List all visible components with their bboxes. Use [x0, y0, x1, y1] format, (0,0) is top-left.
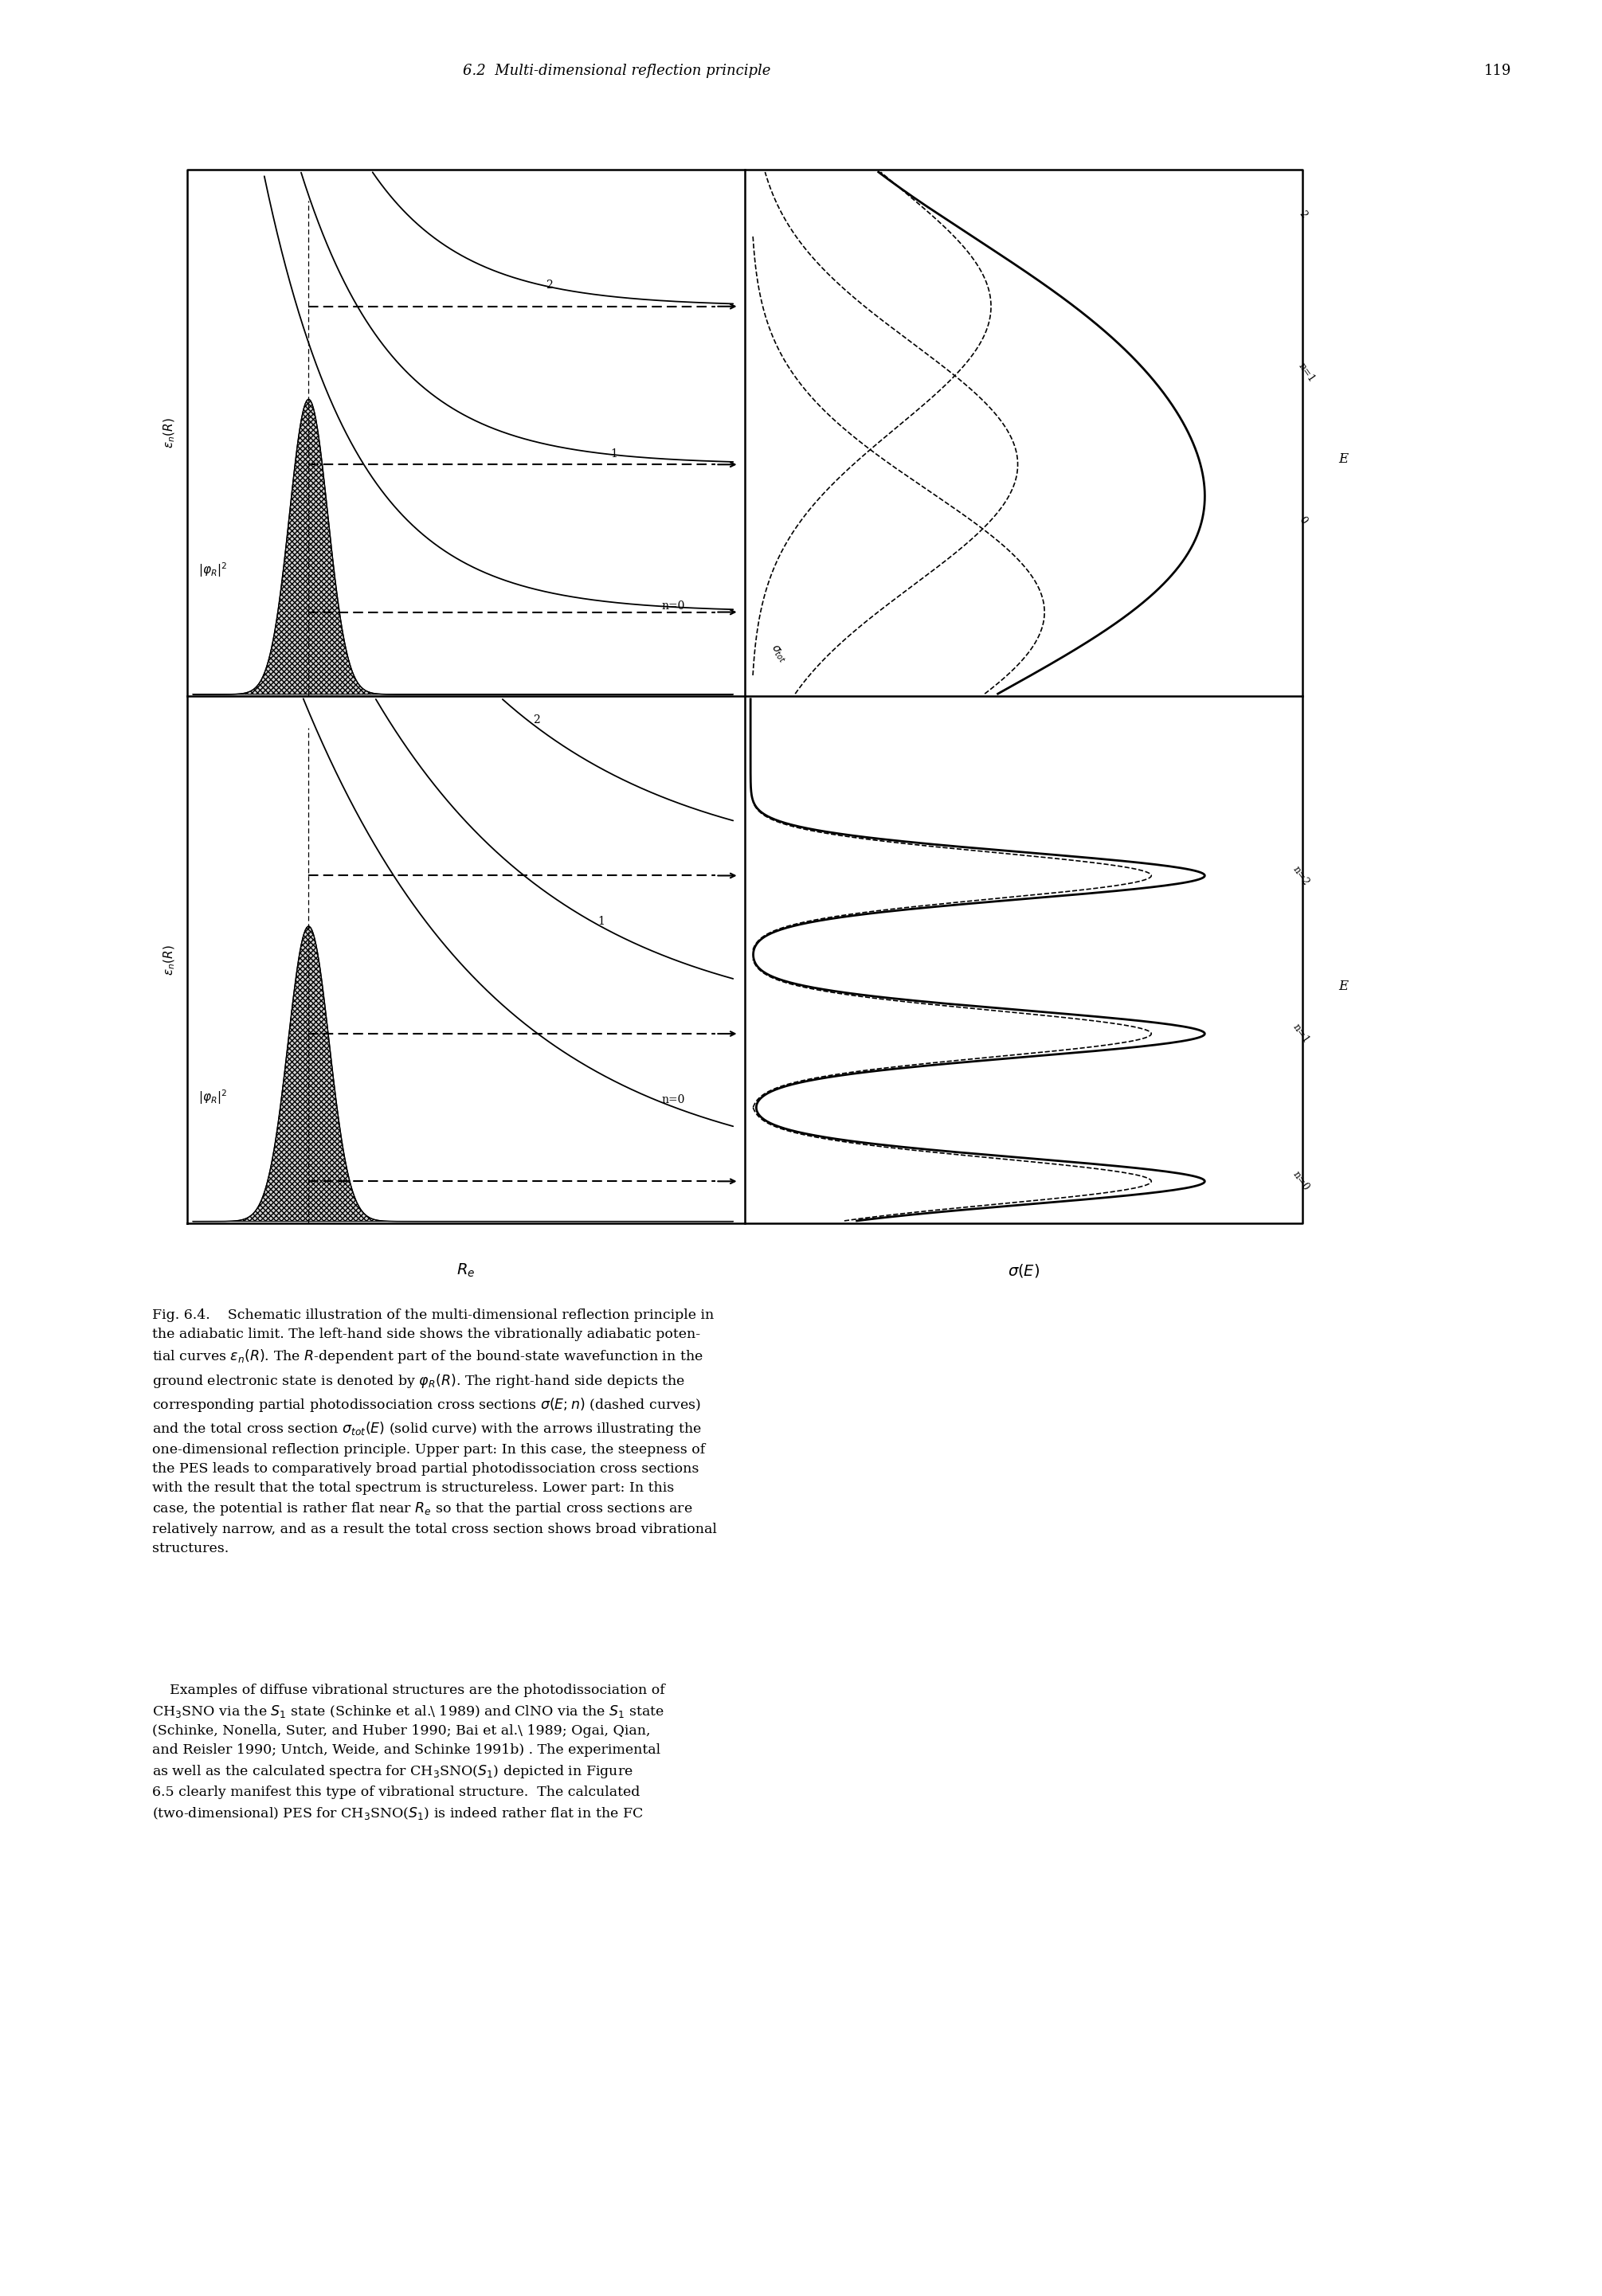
Text: n=1: n=1 [1291, 1022, 1312, 1045]
Text: $\sigma(E)$: $\sigma(E)$ [1008, 1263, 1040, 1279]
Text: 1: 1 [598, 916, 604, 928]
Text: Fig. 6.4.    Schematic illustration of the multi-dimensional reflection principl: Fig. 6.4. Schematic illustration of the … [152, 1309, 716, 1554]
Text: 1: 1 [610, 448, 617, 459]
Text: 119: 119 [1483, 64, 1512, 78]
Text: $\varepsilon_n(R)$: $\varepsilon_n(R)$ [162, 944, 176, 976]
Text: n=2: n=2 [1291, 863, 1312, 886]
Polygon shape [192, 925, 734, 1221]
Text: $\sigma_{tot}$: $\sigma_{tot}$ [767, 643, 788, 666]
Text: 2: 2 [546, 280, 553, 289]
Text: 2: 2 [1296, 209, 1309, 220]
Text: $|\varphi_R|^2$: $|\varphi_R|^2$ [199, 1088, 227, 1107]
Text: E: E [1338, 452, 1347, 466]
Text: n=0: n=0 [662, 1095, 686, 1107]
Text: n=0: n=0 [662, 599, 686, 611]
Text: E: E [1338, 980, 1347, 994]
Text: 0: 0 [1296, 514, 1309, 526]
Text: $|\varphi_R|^2$: $|\varphi_R|^2$ [199, 560, 227, 579]
Polygon shape [192, 400, 734, 693]
Text: Examples of diffuse vibrational structures are the photodissociation of
CH$_3$SN: Examples of diffuse vibrational structur… [152, 1665, 665, 1821]
Text: $\varepsilon_n(R)$: $\varepsilon_n(R)$ [162, 418, 176, 448]
Text: n=0: n=0 [1291, 1169, 1312, 1194]
Text: 2: 2 [533, 714, 540, 726]
Text: n=1: n=1 [1296, 360, 1317, 383]
Text: 6.2  Multi-dimensional reflection principle: 6.2 Multi-dimensional reflection princip… [463, 64, 771, 78]
Text: $R_e$: $R_e$ [457, 1263, 476, 1279]
